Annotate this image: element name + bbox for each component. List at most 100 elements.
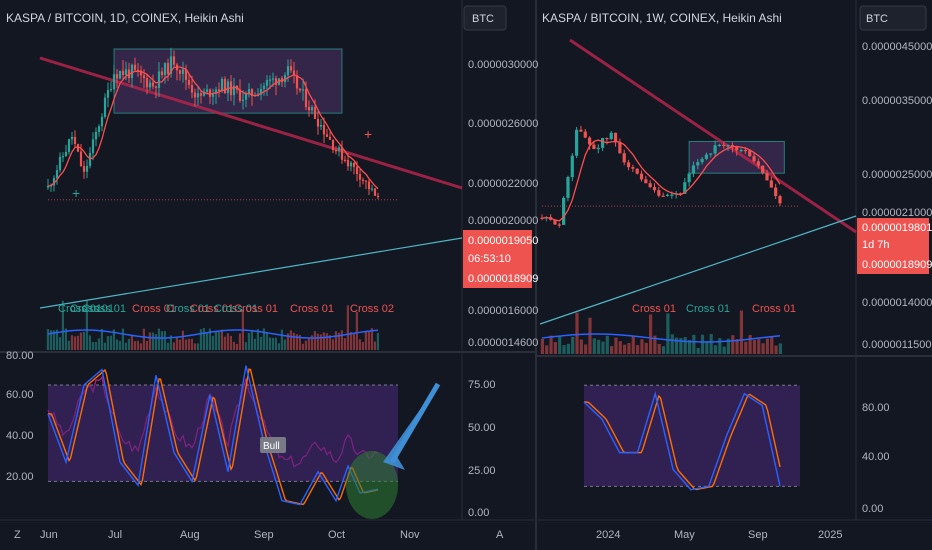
- volume-bar: [352, 332, 355, 350]
- volume-bar: [211, 335, 214, 350]
- volume-bar: [148, 332, 151, 350]
- volume-bar: [770, 336, 774, 354]
- volume-bar: [549, 335, 553, 354]
- candle-body: [352, 162, 356, 167]
- candle-body: [145, 78, 149, 88]
- candle-body: [172, 56, 176, 65]
- volume-bar: [73, 336, 76, 350]
- volume-bar: [172, 342, 175, 350]
- volume-bar: [774, 345, 778, 354]
- right-countdown: 1d 7h: [862, 239, 890, 251]
- candle-body: [652, 187, 657, 191]
- volume-bar: [631, 335, 635, 354]
- candle-body: [367, 181, 371, 190]
- left-currency-button[interactable]: BTC: [463, 5, 507, 31]
- right-osc-tick: 40.00: [862, 451, 890, 463]
- right-second-price: 0.0000018909: [862, 259, 932, 271]
- volume-bar: [696, 347, 700, 354]
- volume-bar: [91, 341, 94, 350]
- volume-bar: [705, 341, 709, 354]
- candle-body: [73, 136, 77, 145]
- left-osc-tick: 80.00: [6, 350, 34, 362]
- volume-bar: [661, 346, 666, 354]
- candle-body: [316, 118, 320, 127]
- volume-bar: [133, 341, 136, 350]
- volume-bar: [562, 345, 566, 354]
- volume-bar: [674, 337, 679, 354]
- moving-average-line: [541, 139, 781, 222]
- volume-bar: [97, 338, 100, 350]
- candle-body: [334, 150, 338, 152]
- candle-body: [97, 126, 101, 132]
- volume-bar: [367, 330, 370, 350]
- candle-body: [683, 182, 687, 194]
- candle-body: [55, 170, 59, 179]
- left-osc-right-tick: 75.00: [468, 379, 496, 391]
- candle-body: [343, 159, 347, 161]
- volume-bar: [304, 340, 307, 350]
- volume-bar: [76, 335, 79, 350]
- candle-body: [208, 89, 212, 97]
- candle-body: [328, 136, 332, 140]
- candle-body: [151, 82, 155, 87]
- candle-body: [722, 144, 726, 147]
- volume-bar: [157, 328, 160, 350]
- volume-bar: [640, 339, 644, 354]
- candle-body: [226, 81, 230, 94]
- candle-body: [46, 186, 50, 188]
- candle-body: [244, 94, 248, 100]
- candle-body: [223, 78, 227, 94]
- volume-bar: [145, 340, 148, 350]
- volume-bar: [220, 329, 223, 350]
- candle-body: [259, 88, 263, 95]
- candle-body: [109, 89, 113, 91]
- volume-bar: [765, 338, 770, 354]
- candle-body: [85, 165, 89, 172]
- volume-bar: [605, 335, 609, 354]
- volume-bar: [713, 345, 718, 354]
- cross-label: Cross 01: [70, 303, 114, 315]
- volume-bar: [289, 330, 292, 350]
- candle-body: [292, 70, 296, 76]
- left-price-tick: 0.0000020000: [468, 215, 538, 227]
- candle-body: [103, 97, 107, 117]
- volume-bar: [666, 313, 670, 354]
- volume-bar: [208, 328, 211, 350]
- candle-body: [735, 147, 739, 151]
- right-currency-button[interactable]: BTC: [859, 5, 927, 31]
- candle-body: [220, 78, 224, 92]
- left-currency-label: BTC: [472, 13, 494, 25]
- candle-body: [232, 85, 236, 96]
- candle-body: [370, 188, 374, 190]
- candle-body: [726, 145, 730, 147]
- volume-bar: [328, 335, 331, 350]
- right-chart-title: KASPA / BITCOIN, 1W, COINEX, Heikin Ashi: [542, 11, 782, 25]
- volume-bar: [298, 334, 301, 350]
- volume-bar: [358, 339, 361, 350]
- candle-body: [553, 219, 557, 225]
- volume-bar: [553, 342, 557, 354]
- candle-body: [283, 75, 287, 83]
- candle-body: [596, 147, 600, 150]
- left-time-tick: Jun: [40, 529, 58, 541]
- volume-bar: [731, 335, 735, 354]
- volume-bar: [610, 346, 614, 354]
- volume-bar: [778, 343, 782, 354]
- volume-bar: [376, 332, 379, 350]
- volume-bar: [70, 335, 73, 350]
- left-axis-icon[interactable]: Z: [14, 529, 21, 541]
- right-axis-icon[interactable]: A: [496, 529, 504, 541]
- candle-body: [187, 80, 191, 85]
- candle-body: [337, 147, 341, 151]
- volume-bar: [373, 341, 376, 350]
- candle-body: [52, 178, 56, 186]
- candle-body: [238, 89, 242, 101]
- left-second-price: 0.0000018909: [468, 273, 538, 285]
- volume-bar: [597, 339, 601, 354]
- volume-bar: [193, 343, 196, 350]
- candle-body: [115, 74, 119, 79]
- right-time-tick: May: [674, 529, 695, 541]
- volume-bar: [46, 329, 49, 350]
- candle-body: [88, 153, 92, 166]
